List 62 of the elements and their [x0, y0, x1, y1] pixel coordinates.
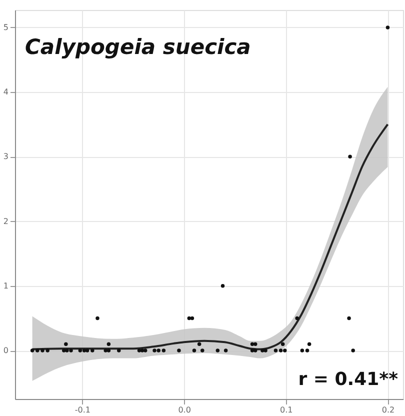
point	[140, 348, 144, 352]
point	[274, 348, 278, 352]
point	[69, 348, 73, 352]
point	[224, 348, 228, 352]
point	[264, 348, 268, 352]
point	[30, 348, 34, 352]
y-tick-label: 4	[3, 88, 8, 97]
point	[192, 348, 196, 352]
point	[190, 316, 194, 320]
point	[351, 348, 355, 352]
point	[64, 342, 68, 346]
point	[152, 348, 156, 352]
x-tick-label: -0.1	[74, 406, 91, 414]
point	[283, 348, 287, 352]
point	[62, 348, 66, 352]
point	[347, 316, 351, 320]
point	[250, 342, 254, 346]
point	[216, 348, 220, 352]
y-tick-label: 5	[3, 22, 8, 32]
point	[300, 348, 304, 352]
point	[137, 348, 142, 352]
y-tick-label: 3	[3, 152, 8, 162]
point	[85, 348, 90, 352]
point	[250, 348, 254, 352]
point	[106, 342, 111, 346]
point	[82, 348, 86, 352]
point	[295, 316, 299, 320]
point	[90, 348, 94, 352]
point	[78, 348, 82, 352]
point	[177, 348, 181, 352]
point	[117, 348, 121, 352]
x-tick-label: 0.2	[382, 406, 395, 414]
point	[278, 348, 283, 352]
point	[187, 316, 192, 320]
annotation: r = 0.41**	[298, 369, 399, 390]
point	[280, 342, 285, 346]
y-tick-label: 2	[3, 216, 8, 226]
point	[104, 348, 108, 352]
point	[96, 316, 100, 320]
point	[106, 348, 111, 352]
text: Calypogeia suecica	[25, 35, 251, 59]
point	[162, 348, 166, 352]
point	[36, 348, 40, 352]
point	[307, 342, 312, 346]
point	[348, 154, 352, 159]
point	[46, 348, 50, 352]
x-tick-label: 0.1	[280, 406, 293, 414]
point	[156, 348, 160, 352]
point	[260, 348, 264, 352]
point	[65, 348, 69, 352]
point	[305, 348, 310, 352]
point	[200, 348, 204, 352]
y-tick-label: 1	[3, 281, 8, 290]
point	[197, 342, 202, 346]
point	[386, 26, 390, 30]
y-tick-label: 0	[3, 346, 8, 356]
point	[40, 348, 44, 352]
point	[253, 342, 258, 346]
point	[253, 348, 258, 352]
point	[143, 348, 148, 352]
x-tick-label: 0.0	[178, 406, 191, 414]
point	[220, 284, 225, 288]
